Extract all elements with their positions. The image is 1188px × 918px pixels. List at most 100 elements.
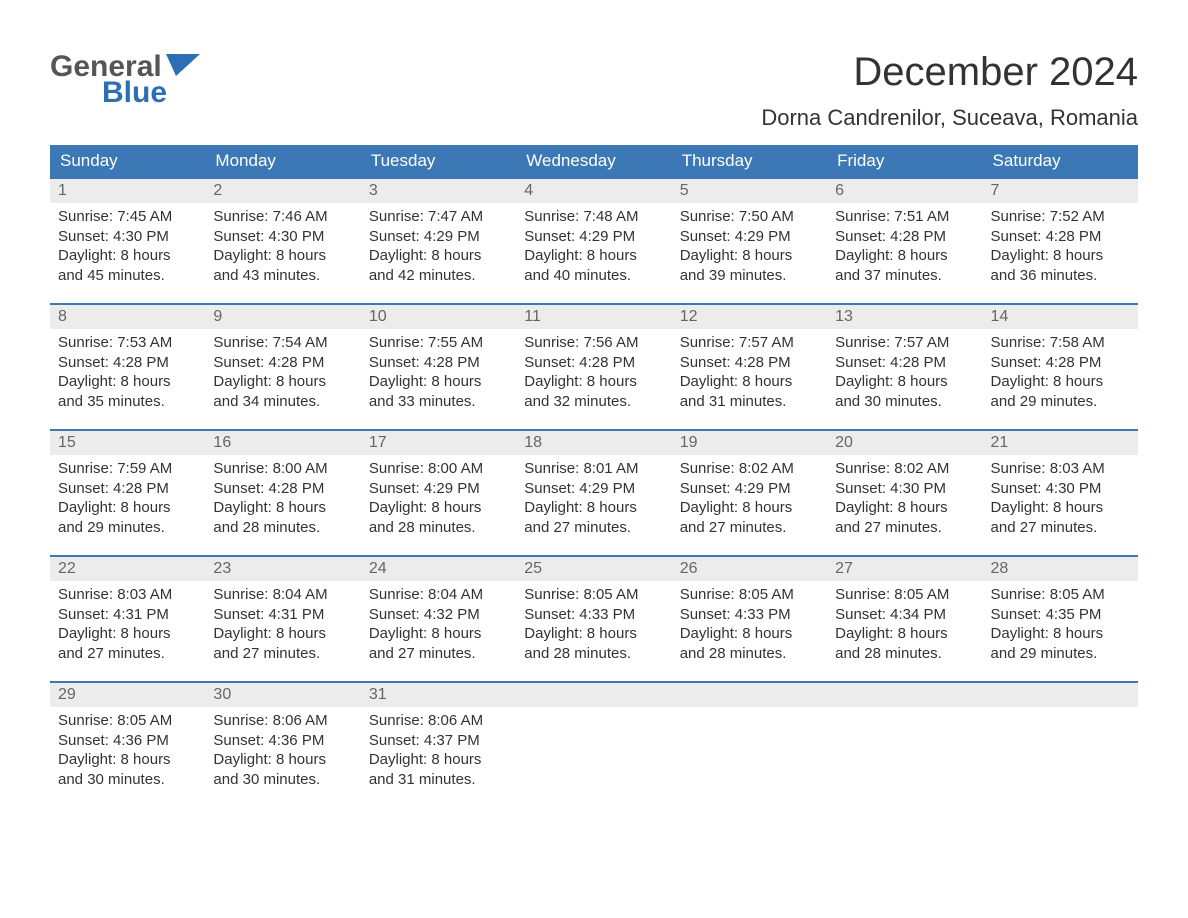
sunrise-line: Sunrise: 7:57 AM bbox=[835, 333, 974, 353]
dow-thursday: Thursday bbox=[672, 145, 827, 177]
daylight-line2: and 27 minutes. bbox=[991, 518, 1130, 538]
day-number: 26 bbox=[672, 557, 827, 581]
day-cell: 20Sunrise: 8:02 AMSunset: 4:30 PMDayligh… bbox=[827, 431, 982, 555]
sunrise-line: Sunrise: 8:06 AM bbox=[369, 711, 508, 731]
day-number bbox=[983, 683, 1138, 707]
sunrise-line: Sunrise: 8:01 AM bbox=[524, 459, 663, 479]
daylight-line2: and 28 minutes. bbox=[369, 518, 508, 538]
daylight-line2: and 42 minutes. bbox=[369, 266, 508, 286]
day-body: Sunrise: 8:02 AMSunset: 4:29 PMDaylight:… bbox=[672, 455, 827, 545]
day-number: 2 bbox=[205, 179, 360, 203]
daylight-line2: and 43 minutes. bbox=[213, 266, 352, 286]
header: General Blue December 2024 Dorna Candren… bbox=[50, 50, 1138, 131]
day-cell: 29Sunrise: 8:05 AMSunset: 4:36 PMDayligh… bbox=[50, 683, 205, 807]
daylight-line2: and 30 minutes. bbox=[213, 770, 352, 790]
dow-wednesday: Wednesday bbox=[516, 145, 671, 177]
day-cell: 12Sunrise: 7:57 AMSunset: 4:28 PMDayligh… bbox=[672, 305, 827, 429]
day-cell: 26Sunrise: 8:05 AMSunset: 4:33 PMDayligh… bbox=[672, 557, 827, 681]
sunrise-line: Sunrise: 8:05 AM bbox=[835, 585, 974, 605]
daylight-line2: and 40 minutes. bbox=[524, 266, 663, 286]
sunset-line: Sunset: 4:29 PM bbox=[680, 479, 819, 499]
daylight-line2: and 28 minutes. bbox=[835, 644, 974, 664]
daylight-line1: Daylight: 8 hours bbox=[835, 372, 974, 392]
sunset-line: Sunset: 4:28 PM bbox=[991, 353, 1130, 373]
sunrise-line: Sunrise: 7:51 AM bbox=[835, 207, 974, 227]
daylight-line1: Daylight: 8 hours bbox=[835, 624, 974, 644]
sunset-line: Sunset: 4:32 PM bbox=[369, 605, 508, 625]
dow-monday: Monday bbox=[205, 145, 360, 177]
sunset-line: Sunset: 4:35 PM bbox=[991, 605, 1130, 625]
daylight-line1: Daylight: 8 hours bbox=[369, 246, 508, 266]
day-cell bbox=[827, 683, 982, 807]
day-number bbox=[672, 683, 827, 707]
day-cell: 13Sunrise: 7:57 AMSunset: 4:28 PMDayligh… bbox=[827, 305, 982, 429]
daylight-line2: and 35 minutes. bbox=[58, 392, 197, 412]
day-body: Sunrise: 8:01 AMSunset: 4:29 PMDaylight:… bbox=[516, 455, 671, 545]
sunset-line: Sunset: 4:28 PM bbox=[58, 479, 197, 499]
location: Dorna Candrenilor, Suceava, Romania bbox=[761, 105, 1138, 131]
daylight-line1: Daylight: 8 hours bbox=[991, 246, 1130, 266]
day-number: 21 bbox=[983, 431, 1138, 455]
day-number: 29 bbox=[50, 683, 205, 707]
daylight-line2: and 37 minutes. bbox=[835, 266, 974, 286]
sunrise-line: Sunrise: 7:54 AM bbox=[213, 333, 352, 353]
daylight-line1: Daylight: 8 hours bbox=[369, 624, 508, 644]
day-body: Sunrise: 8:03 AMSunset: 4:31 PMDaylight:… bbox=[50, 581, 205, 671]
day-number: 6 bbox=[827, 179, 982, 203]
sunset-line: Sunset: 4:36 PM bbox=[58, 731, 197, 751]
dow-friday: Friday bbox=[827, 145, 982, 177]
sunset-line: Sunset: 4:28 PM bbox=[680, 353, 819, 373]
day-body: Sunrise: 8:05 AMSunset: 4:36 PMDaylight:… bbox=[50, 707, 205, 797]
day-cell: 9Sunrise: 7:54 AMSunset: 4:28 PMDaylight… bbox=[205, 305, 360, 429]
day-cell: 18Sunrise: 8:01 AMSunset: 4:29 PMDayligh… bbox=[516, 431, 671, 555]
daylight-line1: Daylight: 8 hours bbox=[991, 498, 1130, 518]
day-body: Sunrise: 7:54 AMSunset: 4:28 PMDaylight:… bbox=[205, 329, 360, 419]
daylight-line2: and 30 minutes. bbox=[835, 392, 974, 412]
day-body: Sunrise: 7:52 AMSunset: 4:28 PMDaylight:… bbox=[983, 203, 1138, 293]
daylight-line1: Daylight: 8 hours bbox=[369, 498, 508, 518]
sunset-line: Sunset: 4:28 PM bbox=[835, 353, 974, 373]
daylight-line2: and 31 minutes. bbox=[369, 770, 508, 790]
day-number bbox=[827, 683, 982, 707]
day-cell: 2Sunrise: 7:46 AMSunset: 4:30 PMDaylight… bbox=[205, 179, 360, 303]
day-body: Sunrise: 8:00 AMSunset: 4:28 PMDaylight:… bbox=[205, 455, 360, 545]
daylight-line1: Daylight: 8 hours bbox=[835, 498, 974, 518]
month-title: December 2024 bbox=[761, 50, 1138, 95]
sunrise-line: Sunrise: 8:05 AM bbox=[524, 585, 663, 605]
day-cell bbox=[983, 683, 1138, 807]
sunrise-line: Sunrise: 8:05 AM bbox=[991, 585, 1130, 605]
day-number: 30 bbox=[205, 683, 360, 707]
day-body: Sunrise: 7:56 AMSunset: 4:28 PMDaylight:… bbox=[516, 329, 671, 419]
daylight-line1: Daylight: 8 hours bbox=[524, 624, 663, 644]
sunset-line: Sunset: 4:29 PM bbox=[680, 227, 819, 247]
day-number: 31 bbox=[361, 683, 516, 707]
day-cell: 7Sunrise: 7:52 AMSunset: 4:28 PMDaylight… bbox=[983, 179, 1138, 303]
day-number: 23 bbox=[205, 557, 360, 581]
day-number: 22 bbox=[50, 557, 205, 581]
daylight-line1: Daylight: 8 hours bbox=[213, 498, 352, 518]
titles: December 2024 Dorna Candrenilor, Suceava… bbox=[761, 50, 1138, 131]
sunset-line: Sunset: 4:34 PM bbox=[835, 605, 974, 625]
daylight-line2: and 27 minutes. bbox=[58, 644, 197, 664]
daylight-line1: Daylight: 8 hours bbox=[680, 246, 819, 266]
sunset-line: Sunset: 4:33 PM bbox=[524, 605, 663, 625]
day-number: 7 bbox=[983, 179, 1138, 203]
daylight-line1: Daylight: 8 hours bbox=[58, 246, 197, 266]
daylight-line2: and 45 minutes. bbox=[58, 266, 197, 286]
daylight-line2: and 27 minutes. bbox=[680, 518, 819, 538]
sunset-line: Sunset: 4:28 PM bbox=[58, 353, 197, 373]
day-cell: 3Sunrise: 7:47 AMSunset: 4:29 PMDaylight… bbox=[361, 179, 516, 303]
daylight-line2: and 28 minutes. bbox=[213, 518, 352, 538]
daylight-line2: and 39 minutes. bbox=[680, 266, 819, 286]
sunrise-line: Sunrise: 8:04 AM bbox=[369, 585, 508, 605]
week-row: 29Sunrise: 8:05 AMSunset: 4:36 PMDayligh… bbox=[50, 681, 1138, 807]
daylight-line2: and 29 minutes. bbox=[991, 644, 1130, 664]
daylight-line1: Daylight: 8 hours bbox=[58, 624, 197, 644]
day-cell: 16Sunrise: 8:00 AMSunset: 4:28 PMDayligh… bbox=[205, 431, 360, 555]
day-cell: 30Sunrise: 8:06 AMSunset: 4:36 PMDayligh… bbox=[205, 683, 360, 807]
logo: General Blue bbox=[50, 50, 200, 110]
daylight-line1: Daylight: 8 hours bbox=[58, 498, 197, 518]
daylight-line1: Daylight: 8 hours bbox=[213, 246, 352, 266]
sunset-line: Sunset: 4:30 PM bbox=[213, 227, 352, 247]
sunrise-line: Sunrise: 8:05 AM bbox=[680, 585, 819, 605]
